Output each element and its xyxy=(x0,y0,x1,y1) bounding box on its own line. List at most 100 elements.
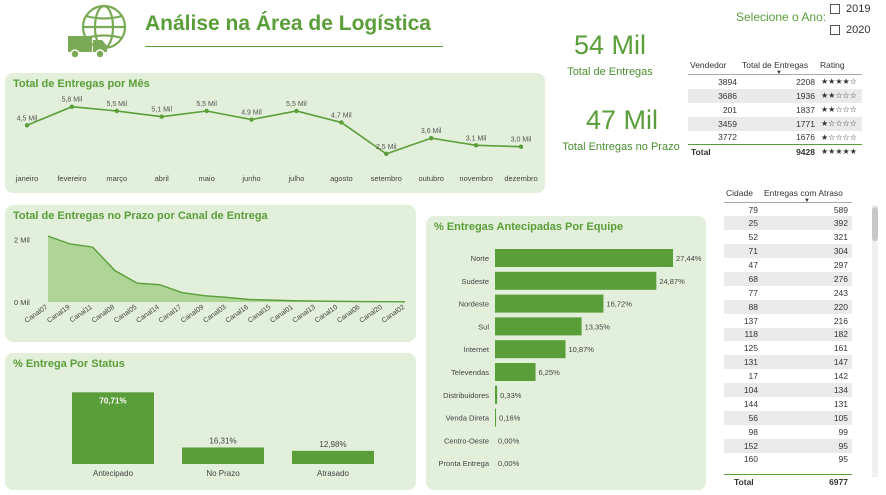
city-row[interactable]: 98 99 xyxy=(724,425,852,439)
team-bar-chart[interactable]: Norte 27,44% Sudeste 24,87% Nordeste 16,72% Su… xyxy=(426,216,706,490)
monthly-point[interactable] xyxy=(204,108,209,114)
vendor-row[interactable]: 3686 1936 ★★☆☆☆ xyxy=(688,88,862,103)
year-2019-checkbox[interactable] xyxy=(830,4,840,14)
monthly-point[interactable] xyxy=(339,120,344,125)
status-bar[interactable] xyxy=(292,450,374,464)
team-y-tick: Pronta Entrega xyxy=(439,459,490,468)
city-row[interactable]: 144 131 xyxy=(724,397,852,411)
city-table[interactable]: Cidade Entregas com Atraso ▼ 79 589 25 392 52… xyxy=(724,186,852,466)
channel-x-tick: Canal03 xyxy=(202,304,227,325)
city-row[interactable]: 47 297 xyxy=(724,258,852,272)
city-id: 104 xyxy=(724,383,762,397)
kpi-total-entregas-value: 54 Mil xyxy=(573,30,647,60)
city-row[interactable]: 77 243 xyxy=(724,286,852,300)
vendor-row[interactable]: 3459 1771 ★☆☆☆☆ xyxy=(688,116,862,131)
monthly-point[interactable] xyxy=(24,123,30,128)
team-y-tick: Centro-Oeste xyxy=(444,436,489,445)
city-row[interactable]: 125 161 xyxy=(724,341,852,355)
year-2020-label[interactable]: 2020 xyxy=(846,24,871,36)
monthly-point[interactable] xyxy=(384,151,389,157)
monthly-point[interactable] xyxy=(294,108,299,114)
channel-x-tick: Canal16 xyxy=(225,304,250,325)
monthly-x-tick: junho xyxy=(241,174,260,183)
vendor-col-header[interactable]: Vendedor xyxy=(688,58,740,75)
channel-x-tick: Canal14 xyxy=(135,304,160,325)
vendor-table[interactable]: Vendedor Total de Entregas ▼ Rating 3894 2… xyxy=(688,58,862,159)
city-late-count: 105 xyxy=(762,410,852,425)
city-row[interactable]: 79 589 xyxy=(724,203,852,217)
total-col-header[interactable]: Total de Entregas ▼ xyxy=(740,58,818,76)
year-2020-checkbox[interactable] xyxy=(830,25,840,35)
city-row[interactable]: 160 95 xyxy=(724,453,852,467)
monthly-point[interactable] xyxy=(428,135,434,141)
team-bar[interactable] xyxy=(495,363,536,381)
team-bar[interactable] xyxy=(495,385,498,404)
city-row[interactable]: 25 392 xyxy=(724,216,852,231)
monthly-point[interactable] xyxy=(473,143,479,148)
vendor-total-label: Total xyxy=(688,144,740,159)
monthly-point[interactable] xyxy=(518,144,524,149)
vendor-row[interactable]: 3772 1676 ★☆☆☆☆ xyxy=(688,131,862,145)
city-row[interactable]: 68 276 xyxy=(724,271,852,286)
channel-x-tick: Canal20 xyxy=(358,304,383,325)
city-id: 118 xyxy=(724,327,762,342)
status-bar[interactable] xyxy=(182,447,264,464)
city-row[interactable]: 104 134 xyxy=(724,383,852,397)
team-panel-title: % Entregas Antecipadas Por Equipe xyxy=(434,221,624,233)
city-id: 25 xyxy=(724,216,762,231)
city-late-count: 142 xyxy=(833,371,848,382)
scrollbar-thumb[interactable] xyxy=(872,207,878,241)
monthly-point[interactable] xyxy=(249,117,254,122)
city-late-count: 99 xyxy=(838,426,848,437)
city-id: 71 xyxy=(724,244,762,259)
vendor-row[interactable]: 201 1837 ★★☆☆☆ xyxy=(688,103,862,117)
city-row[interactable]: 131 147 xyxy=(724,355,852,370)
city-id: 79 xyxy=(748,204,758,215)
city-row[interactable]: 52 321 xyxy=(724,230,852,244)
late-col-header[interactable]: Entregas com Atraso ▼ xyxy=(762,186,852,204)
channel-x-tick: Canal13 xyxy=(292,304,317,325)
globe-truck-icon xyxy=(68,4,127,59)
team-data-label: 0,00% xyxy=(498,436,520,445)
city-row[interactable]: 137 216 xyxy=(724,314,852,328)
team-y-tick: Nordeste xyxy=(459,300,489,309)
monthly-x-tick: abril xyxy=(155,174,170,183)
monthly-x-tick: julho xyxy=(288,174,305,183)
team-bar[interactable] xyxy=(495,317,582,336)
city-late-count: 321 xyxy=(833,232,848,243)
city-row[interactable]: 118 182 xyxy=(724,327,852,342)
monthly-x-tick: maio xyxy=(199,174,215,183)
team-bar[interactable] xyxy=(495,408,497,427)
team-bar[interactable] xyxy=(495,271,657,290)
city-id: 144 xyxy=(743,398,758,409)
vendor-rating: ★☆☆☆☆ xyxy=(818,116,862,131)
status-bar[interactable] xyxy=(72,392,154,464)
vendor-rating: ★☆☆☆☆ xyxy=(821,132,857,142)
team-bar[interactable] xyxy=(495,294,604,313)
year-2019-label[interactable]: 2019 xyxy=(846,3,871,15)
city-late-count: 297 xyxy=(833,260,848,270)
city-row[interactable]: 71 304 xyxy=(724,244,852,259)
vendor-total: 2208 xyxy=(796,76,815,87)
city-row[interactable]: 152 95 xyxy=(724,438,852,453)
team-bar[interactable] xyxy=(495,340,566,359)
channel-series-line xyxy=(47,235,406,303)
monthly-point[interactable] xyxy=(114,108,120,114)
city-col-header[interactable]: Cidade xyxy=(724,186,762,203)
monthly-line-chart[interactable]: 4,5 Mil janeiro 5,8 Mil fevereiro 5,5 Mil mar… xyxy=(5,73,545,193)
vendor-row[interactable]: 3894 2208 ★★★★☆ xyxy=(688,75,862,89)
city-row[interactable]: 88 220 xyxy=(724,299,852,314)
rating-col-header[interactable]: Rating xyxy=(818,58,862,75)
city-table-scrollbar[interactable] xyxy=(872,205,878,477)
city-row[interactable]: 56 105 xyxy=(724,410,852,425)
status-bar-chart[interactable]: 70,71% Antecipado 16,31% No Prazo 12,98% Atra… xyxy=(5,353,416,490)
monthly-data-label: 3,0 Mil xyxy=(511,137,532,144)
monthly-point[interactable] xyxy=(69,104,75,109)
city-row[interactable]: 17 142 xyxy=(724,369,852,383)
page-title: Análise na Área de Logística xyxy=(145,12,431,35)
channel-x-tick: Canal17 xyxy=(158,304,183,325)
team-bar[interactable] xyxy=(495,249,673,267)
monthly-data-label: 5,5 Mil xyxy=(196,101,217,108)
monthly-point[interactable] xyxy=(159,114,164,119)
